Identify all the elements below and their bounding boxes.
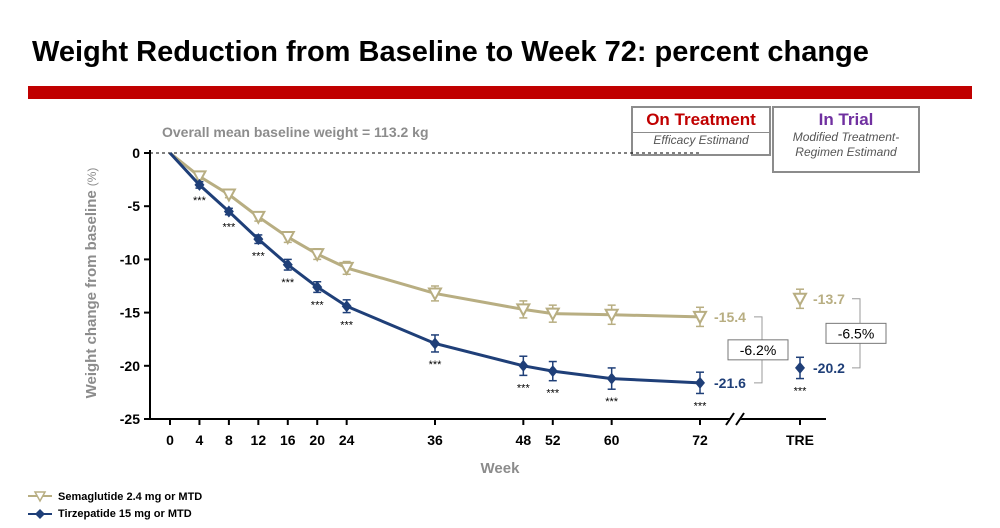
x-tick-label: 24 — [339, 432, 355, 448]
x-tick-label: 16 — [280, 432, 296, 448]
axis-break-mark — [725, 412, 735, 426]
semaglutide-point — [309, 248, 325, 263]
semaglutide-point — [221, 188, 237, 203]
semaglutide-tre-point — [792, 292, 808, 307]
x-tick-label: 36 — [427, 432, 443, 448]
semaglutide-point — [692, 310, 708, 325]
y-tick-label: -20 — [120, 358, 140, 374]
significance-marker: *** — [311, 299, 325, 311]
legend: Semaglutide 2.4 mg or MTD Tirzepatide 15… — [28, 488, 202, 522]
semaglutide-point — [515, 303, 532, 318]
difference-week72-box — [727, 339, 789, 361]
page-title: Weight Reduction from Baseline to Week 7… — [32, 36, 869, 68]
tirzepatide-point — [695, 376, 705, 389]
on-treatment-divider — [633, 132, 769, 133]
semaglutide-point — [545, 307, 561, 322]
on-treatment-title: On Treatment — [646, 110, 756, 129]
difference-week72-label: -6.2% — [740, 342, 777, 358]
tirzepatide-tre-label: -20.2 — [813, 360, 845, 376]
semaglutide-point — [427, 287, 443, 302]
tirzepatide-end-label: -21.6 — [714, 375, 746, 391]
difference-tre-box — [825, 322, 887, 344]
tirzepatide-point — [312, 281, 323, 294]
legend-label-semaglutide: Semaglutide 2.4 mg or MTD — [58, 490, 203, 503]
semaglutide-tre-label: -13.7 — [813, 291, 845, 307]
x-tick-label: 0 — [166, 432, 174, 448]
significance-marker: *** — [340, 320, 354, 332]
y-tick-label: 0 — [132, 145, 140, 161]
y-tick-label: -15 — [120, 305, 140, 321]
x-tick-label: 4 — [196, 432, 204, 448]
x-tick-label: 8 — [225, 432, 233, 448]
axis-break-mark — [735, 412, 745, 426]
baseline-annotation: Overall mean baseline weight = 113.2 kg — [162, 124, 429, 140]
x-tick-label: 60 — [604, 432, 620, 448]
legend-item-tirzepatide: Tirzepatide 15 mg or MTD — [28, 505, 202, 522]
x-axis-label: Week — [481, 460, 521, 477]
tirzepatide-point — [518, 359, 529, 372]
in-trial-title: In Trial — [818, 110, 874, 129]
significance-marker: *** — [546, 388, 560, 400]
semaglutide-point — [250, 210, 267, 225]
tirzepatide-marker-icon — [28, 508, 52, 519]
significance-marker: *** — [252, 250, 266, 262]
on-treatment-box: On Treatment Efficacy Estimand — [631, 106, 771, 156]
y-axis-label: Weight change from baseline (%) — [83, 168, 100, 399]
significance-marker: *** — [517, 382, 531, 394]
tirzepatide-point — [430, 337, 440, 350]
x-tick-label: 20 — [309, 432, 325, 448]
x-tick-label: 12 — [251, 432, 267, 448]
on-treatment-subtitle: Efficacy Estimand — [653, 133, 749, 147]
semaglutide-point — [338, 261, 355, 277]
legend-item-semaglutide: Semaglutide 2.4 mg or MTD — [28, 488, 202, 505]
semaglutide-point — [280, 231, 296, 246]
tirzepatide-line — [168, 151, 701, 385]
semaglutide-marker-icon — [28, 490, 52, 503]
significance-marker: *** — [281, 277, 295, 289]
tirzepatide-point — [282, 258, 293, 271]
x-tick-label: 48 — [516, 432, 532, 448]
x-tick-label: 52 — [545, 432, 561, 448]
in-trial-subtitle-line1: Modified Treatment- — [792, 130, 900, 144]
y-tick-label: -5 — [128, 198, 141, 214]
legend-label-tirzepatide: Tirzepatide 15 mg or MTD — [58, 507, 192, 520]
in-trial-box: In Trial Modified Treatment- Regimen Est… — [772, 106, 920, 173]
y-tick-label: -25 — [120, 411, 140, 427]
significance-marker: *** — [193, 195, 207, 207]
semaglutide-end-label: -15.4 — [714, 309, 746, 325]
significance-marker: *** — [694, 400, 708, 412]
title-divider — [28, 86, 972, 99]
in-trial-subtitle-line2: Regimen Estimand — [795, 145, 897, 159]
significance-marker: *** — [605, 396, 619, 408]
tirzepatide-tre-point — [795, 361, 805, 374]
significance-marker: *** — [429, 359, 443, 371]
tirzepatide-point — [223, 205, 234, 218]
y-axis-label-text: Weight change from baseline — [83, 190, 100, 398]
x-tick-label: 72 — [692, 432, 708, 448]
tirzepatide-point — [606, 372, 617, 385]
tirzepatide-point — [341, 300, 352, 313]
y-axis-unit: (%) — [85, 168, 99, 187]
tirzepatide-point — [194, 178, 205, 191]
semaglutide-point — [191, 170, 208, 185]
significance-marker: *** — [222, 222, 236, 234]
significance-marker-tre: *** — [794, 386, 808, 398]
difference-tre-label: -6.5% — [838, 325, 875, 341]
y-tick-label: -10 — [120, 251, 140, 267]
tirzepatide-point — [253, 233, 264, 246]
x-tick-label-tre: TRE — [786, 432, 814, 448]
semaglutide-point — [603, 308, 620, 323]
axis-break-gap — [727, 411, 743, 427]
tirzepatide-point — [547, 365, 558, 378]
